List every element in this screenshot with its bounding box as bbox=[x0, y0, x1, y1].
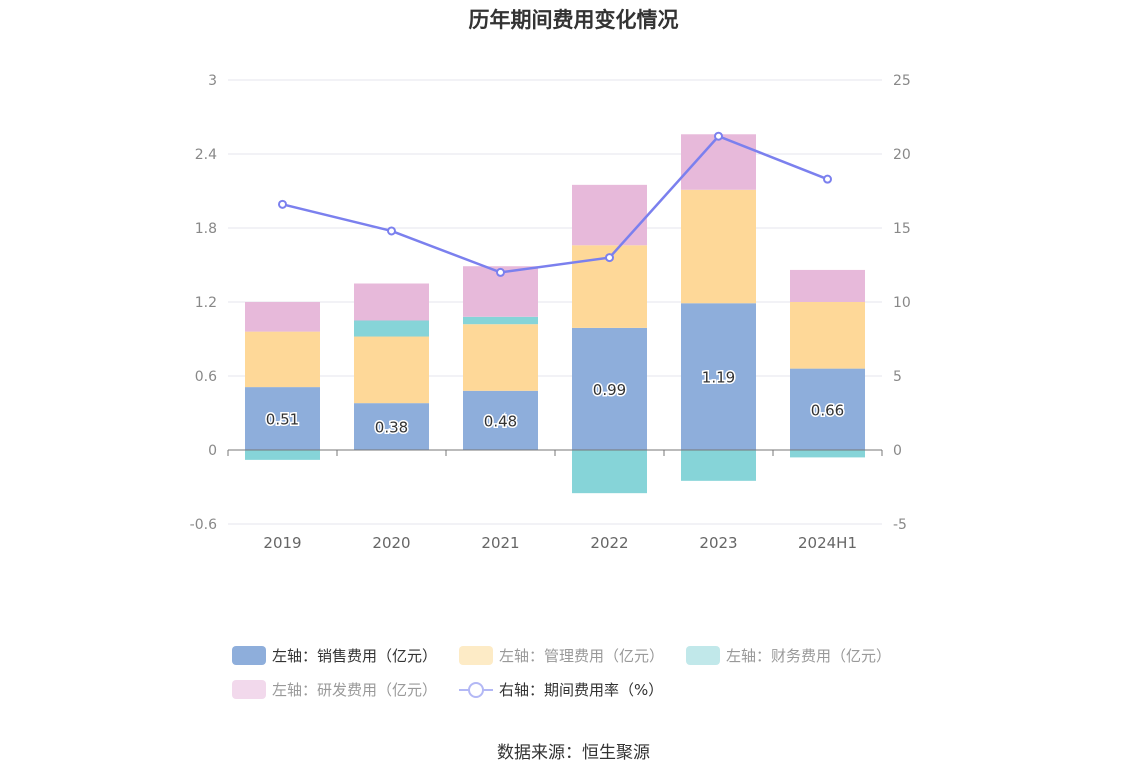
legend-item-rnd[interactable]: 左轴：研发费用（亿元） bbox=[232, 679, 437, 700]
legend-item-sales[interactable]: 左轴：销售费用（亿元） bbox=[232, 645, 437, 666]
bar-segment bbox=[681, 303, 756, 450]
data-label: 1.19 bbox=[702, 369, 735, 387]
y-right-tick-label: 0 bbox=[893, 443, 902, 459]
x-tick-label: 2021 bbox=[481, 534, 519, 552]
legend-swatch-admin bbox=[459, 645, 494, 665]
bar-segment bbox=[354, 320, 429, 337]
legend-swatch-finance bbox=[686, 645, 721, 665]
bar-segment bbox=[790, 368, 865, 450]
y-left-tick-label: 0 bbox=[208, 443, 217, 459]
legend-swatch-rnd bbox=[232, 679, 266, 699]
expense-rate-point bbox=[278, 199, 287, 209]
x-tick-label: 2024H1 bbox=[798, 534, 857, 552]
bar-segment bbox=[681, 134, 756, 190]
bar-segment bbox=[790, 302, 865, 369]
expense-rate-point bbox=[387, 226, 396, 236]
bar-segment bbox=[245, 387, 320, 450]
bar-segment bbox=[790, 269, 865, 302]
y-right-tick-label: -5 bbox=[893, 517, 907, 533]
data-label: 0.38 bbox=[375, 419, 408, 437]
legend-swatch-expense-rate bbox=[459, 680, 494, 699]
bar-segment bbox=[572, 327, 647, 450]
bar-segment bbox=[681, 450, 756, 481]
y-left-tick-label: 0.6 bbox=[195, 369, 217, 385]
expense-rate-point bbox=[714, 131, 723, 141]
legend-item-finance[interactable]: 左轴：财务费用（亿元） bbox=[686, 645, 891, 666]
legend-label-admin: 左轴：管理费用（亿元） bbox=[499, 646, 665, 665]
legend-item-expense-rate[interactable]: 右轴：期间费用率（%） bbox=[459, 679, 663, 700]
y-right-tick-label: 20 bbox=[893, 147, 911, 163]
expense-rate-point bbox=[823, 174, 832, 184]
x-tick-label: 2022 bbox=[590, 534, 628, 552]
data-label: 0.66 bbox=[811, 401, 844, 419]
bar-segment bbox=[572, 184, 647, 246]
legend-label-sales: 左轴：销售费用（亿元） bbox=[272, 646, 438, 665]
bar-segment bbox=[790, 450, 865, 458]
bar-segment bbox=[463, 316, 538, 325]
legend-label-expense-rate: 右轴：期间费用率（%） bbox=[499, 680, 664, 699]
chart-canvas: -0.6 0 0.6 1.2 1.8 2.4 3 -5 0 5 10 15 20 25 2019 2020 20… bbox=[190, 73, 911, 552]
bar-segment bbox=[681, 189, 756, 304]
bar-segment bbox=[245, 450, 320, 460]
bar-segment bbox=[354, 403, 429, 450]
bar-segment bbox=[245, 302, 320, 332]
x-tick-label: 2020 bbox=[372, 534, 410, 552]
y-right-tick-label: 5 bbox=[893, 369, 902, 385]
data-label: 0.48 bbox=[484, 412, 517, 430]
y-left-tick-label: 2.4 bbox=[195, 147, 217, 163]
data-label: 0.51 bbox=[266, 411, 299, 429]
x-tick-label: 2023 bbox=[699, 534, 737, 552]
bar-segment bbox=[463, 324, 538, 391]
bar-segment bbox=[354, 283, 429, 321]
y-right-tick-label: 25 bbox=[893, 73, 911, 89]
y-left-tick-label: -0.6 bbox=[190, 517, 217, 533]
legend: 左轴：销售费用（亿元） 左轴：管理费用（亿元） 左轴：财务费用（亿元） 左轴：研… bbox=[232, 638, 952, 706]
bar-segment bbox=[572, 450, 647, 494]
legend-swatch-sales bbox=[232, 645, 266, 665]
legend-row-2: 左轴：研发费用（亿元） 右轴：期间费用率（%） bbox=[232, 672, 952, 706]
y-left-tick-label: 3 bbox=[208, 73, 217, 89]
legend-row-1: 左轴：销售费用（亿元） 左轴：管理费用（亿元） 左轴：财务费用（亿元） bbox=[232, 638, 952, 672]
data-label: 0.99 bbox=[593, 381, 626, 399]
bar-segment bbox=[463, 390, 538, 450]
y-right-tick-label: 10 bbox=[893, 295, 911, 311]
expense-rate-point bbox=[605, 253, 614, 263]
expense-rate-point bbox=[496, 267, 505, 277]
y-left-tick-label: 1.8 bbox=[195, 221, 217, 237]
legend-label-finance: 左轴：财务费用（亿元） bbox=[726, 646, 892, 665]
bar-segment bbox=[354, 336, 429, 404]
bar-segment bbox=[245, 331, 320, 388]
x-tick-label: 2019 bbox=[263, 534, 301, 552]
data-source: 数据来源：恒生聚源 bbox=[497, 743, 650, 763]
expense-rate-line bbox=[282, 134, 828, 274]
y-right-tick-label: 15 bbox=[893, 221, 911, 237]
chart-title: 历年期间费用变化情况 bbox=[468, 8, 679, 32]
legend-label-rnd: 左轴：研发费用（亿元） bbox=[272, 680, 438, 699]
y-left-tick-label: 1.2 bbox=[195, 295, 217, 311]
legend-item-admin[interactable]: 左轴：管理费用（亿元） bbox=[459, 645, 664, 666]
